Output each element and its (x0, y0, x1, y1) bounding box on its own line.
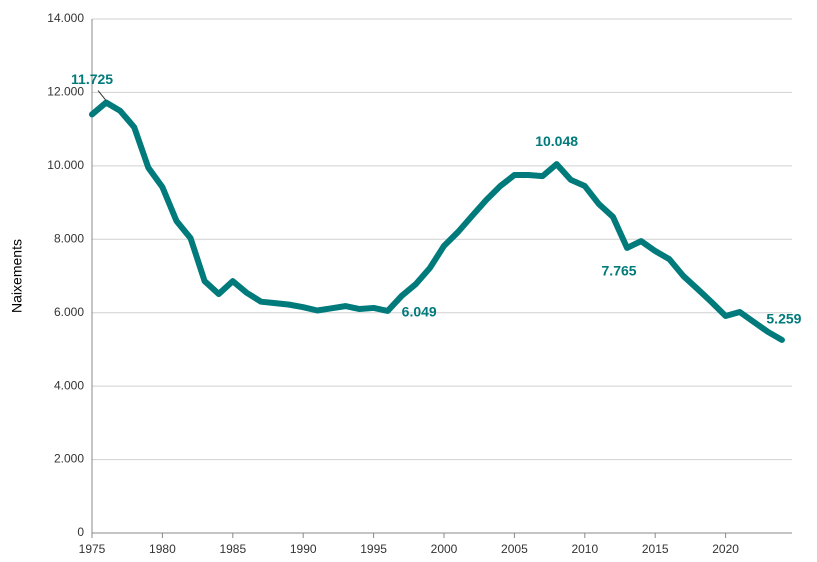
y-axis-label: Naixements (9, 239, 25, 313)
y-tick-label: 0 (77, 525, 84, 539)
y-tick-label: 2.000 (54, 452, 84, 466)
x-tick-label: 1985 (219, 542, 246, 556)
x-tick-label: 1980 (149, 542, 176, 556)
x-tick-label: 2000 (431, 542, 458, 556)
x-tick-label: 1975 (79, 542, 106, 556)
x-tick-label: 2010 (571, 542, 598, 556)
data-label: 10.048 (535, 133, 578, 149)
y-tick-label: 10.000 (47, 158, 84, 172)
x-tick-label: 1990 (290, 542, 317, 556)
data-label: 5.259 (766, 311, 801, 327)
y-tick-label: 12.000 (47, 85, 84, 99)
annotation-leader (97, 90, 107, 101)
x-tick-label: 2005 (501, 542, 528, 556)
y-tick-label: 4.000 (54, 378, 84, 392)
y-tick-label: 14.000 (47, 11, 84, 25)
y-tick-label: 6.000 (54, 305, 84, 319)
x-tick-label: 2015 (642, 542, 669, 556)
y-tick-label: 8.000 (54, 231, 84, 245)
x-tick-label: 1995 (360, 542, 387, 556)
x-tick-label: 2020 (712, 542, 739, 556)
data-label: 11.725 (71, 71, 113, 87)
data-label: 6.049 (402, 304, 437, 320)
line (89, 99, 785, 343)
data-label: 7.765 (602, 263, 637, 279)
